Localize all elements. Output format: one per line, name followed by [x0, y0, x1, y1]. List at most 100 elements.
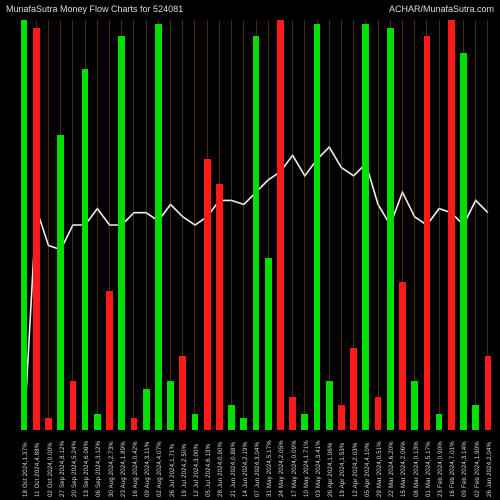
grid-line [194, 20, 195, 430]
volume-bar [314, 24, 321, 430]
grid-line [341, 20, 342, 430]
x-tick-label: 23 Aug 2024,1.89% [121, 441, 127, 497]
volume-bar [387, 28, 394, 430]
x-tick-label: 06 Sep 2024,3.12% [96, 441, 102, 497]
volume-bar [460, 53, 467, 430]
x-tick-label: 28 Jun 2024,0.90% [218, 442, 224, 497]
x-tick-label: 12 Jul 2024,3.00% [194, 444, 200, 497]
volume-bar [106, 291, 113, 430]
volume-bar [289, 397, 296, 430]
chart-container: MunafaSutra Money Flow Charts for 524081… [0, 0, 500, 500]
x-tick-label: 09 Aug 2024,3.11% [145, 442, 151, 497]
x-axis-labels: 18 Oct 2024,1.37% 11 Oct 2024,4.88% 02 Oct… [18, 432, 494, 500]
x-tick-label: 05 Jul 2024,6.13% [206, 444, 212, 497]
x-tick-label: 14 Jun 2024,2.19% [243, 442, 249, 497]
grid-line [329, 20, 330, 430]
title-right: ACHAR/MunafaSutra.com [389, 4, 494, 20]
volume-bar [277, 20, 284, 430]
x-tick-label: 17 May 2024,0.09% [292, 440, 298, 497]
grid-line [378, 20, 379, 430]
grid-line [146, 20, 147, 430]
x-tick-label: 15 Mar 2024,2.06% [401, 441, 407, 497]
x-tick-label: 11 Oct 2024,4.88% [35, 443, 41, 497]
grid-line [133, 20, 134, 430]
grid-line [231, 20, 232, 430]
x-tick-label: 12 Apr 2024,2.03% [353, 443, 359, 497]
x-tick-label: 18 Oct 2024,1.37% [23, 442, 29, 497]
volume-bar [82, 69, 89, 430]
grid-line [72, 20, 73, 430]
x-tick-label: 10 May 2024,1.71% [304, 440, 310, 497]
volume-bar [485, 356, 492, 430]
grid-line [414, 20, 415, 430]
volume-bar [350, 348, 357, 430]
x-tick-label: 30 Aug 2024,2.73% [109, 441, 115, 497]
volume-bar [436, 414, 443, 430]
x-tick-label: 29 Mar 2024,0.51% [377, 441, 383, 497]
volume-bar [118, 36, 125, 430]
x-tick-label: 26 Jan 2024,2.04% [487, 442, 493, 497]
x-tick-label: 26 Jul 2024,1.71% [170, 444, 176, 497]
volume-bar [33, 28, 40, 430]
grid-line [48, 20, 49, 430]
grid-line [170, 20, 171, 430]
chart-header: MunafaSutra Money Flow Charts for 524081… [0, 4, 500, 20]
volume-bar [240, 418, 247, 430]
volume-bar [143, 389, 150, 430]
x-tick-label: 22 Mar 2024,6.20% [389, 441, 395, 497]
x-tick-label: 09 Feb 2024,3.14% [462, 441, 468, 497]
x-tick-label: 08 Mar 2024,0.13% [414, 441, 420, 497]
grid-line [243, 20, 244, 430]
x-tick-label: 05 Apr 2024,4.10% [365, 443, 371, 497]
volume-bar [326, 381, 333, 430]
volume-bar [21, 20, 28, 430]
x-tick-label: 31 May 2024,5.17% [267, 440, 273, 497]
volume-bar [411, 381, 418, 430]
volume-bar [253, 36, 260, 430]
x-tick-label: 02 Aug 2024,4.07% [157, 441, 163, 497]
x-tick-label: 02 Feb 2024,1.90% [475, 441, 481, 497]
grid-line [475, 20, 476, 430]
grid-line [97, 20, 98, 430]
plot-area [18, 20, 494, 430]
volume-bar [192, 414, 199, 430]
volume-bar [399, 282, 406, 430]
x-tick-label: 13 Sep 2024,6.08% [84, 441, 90, 497]
volume-bar [424, 36, 431, 430]
volume-bar [472, 405, 479, 430]
volume-bar [70, 381, 77, 430]
volume-bar [216, 184, 223, 430]
volume-bar [94, 414, 101, 430]
x-tick-label: 02 Oct 2024,0.00% [48, 442, 54, 497]
x-tick-label: 19 Jul 2024,2.50% [182, 444, 188, 497]
volume-bar [45, 418, 52, 430]
volume-bar [57, 135, 64, 430]
volume-bar [265, 258, 272, 430]
volume-bar [228, 405, 235, 430]
x-tick-label: 26 Apr 2024,1.06% [328, 443, 334, 497]
x-tick-label: 20 Sep 2024,5.24% [72, 441, 78, 497]
x-tick-label: 23 Feb 2024,0.90% [438, 441, 444, 497]
x-tick-label: 03 May 2024,3.41% [316, 440, 322, 497]
x-tick-label: 24 May 2024,2.05% [279, 440, 285, 497]
x-tick-label: 16 Feb 2024,7.01% [450, 441, 456, 497]
x-tick-label: 19 Apr 2024,1.53% [340, 443, 346, 497]
volume-bar [204, 159, 211, 430]
volume-bar [131, 418, 138, 430]
x-tick-label: 21 Jun 2024,0.88% [231, 442, 237, 497]
volume-bar [167, 381, 174, 430]
x-tick-label: 27 Sep 2024,8.12% [60, 441, 66, 497]
volume-bar [362, 24, 369, 430]
x-tick-label: 16 Aug 2024,0.42% [133, 441, 139, 497]
volume-bar [155, 24, 162, 430]
title-left: MunafaSutra Money Flow Charts for 524081 [6, 4, 183, 20]
volume-bar [338, 405, 345, 430]
volume-bar [448, 20, 455, 430]
x-tick-label: 07 Jun 2024,3.04% [255, 442, 261, 497]
grid-line [439, 20, 440, 430]
volume-bar [179, 356, 186, 430]
grid-line [304, 20, 305, 430]
grid-line [292, 20, 293, 430]
volume-bar [375, 397, 382, 430]
volume-bar [301, 414, 308, 430]
